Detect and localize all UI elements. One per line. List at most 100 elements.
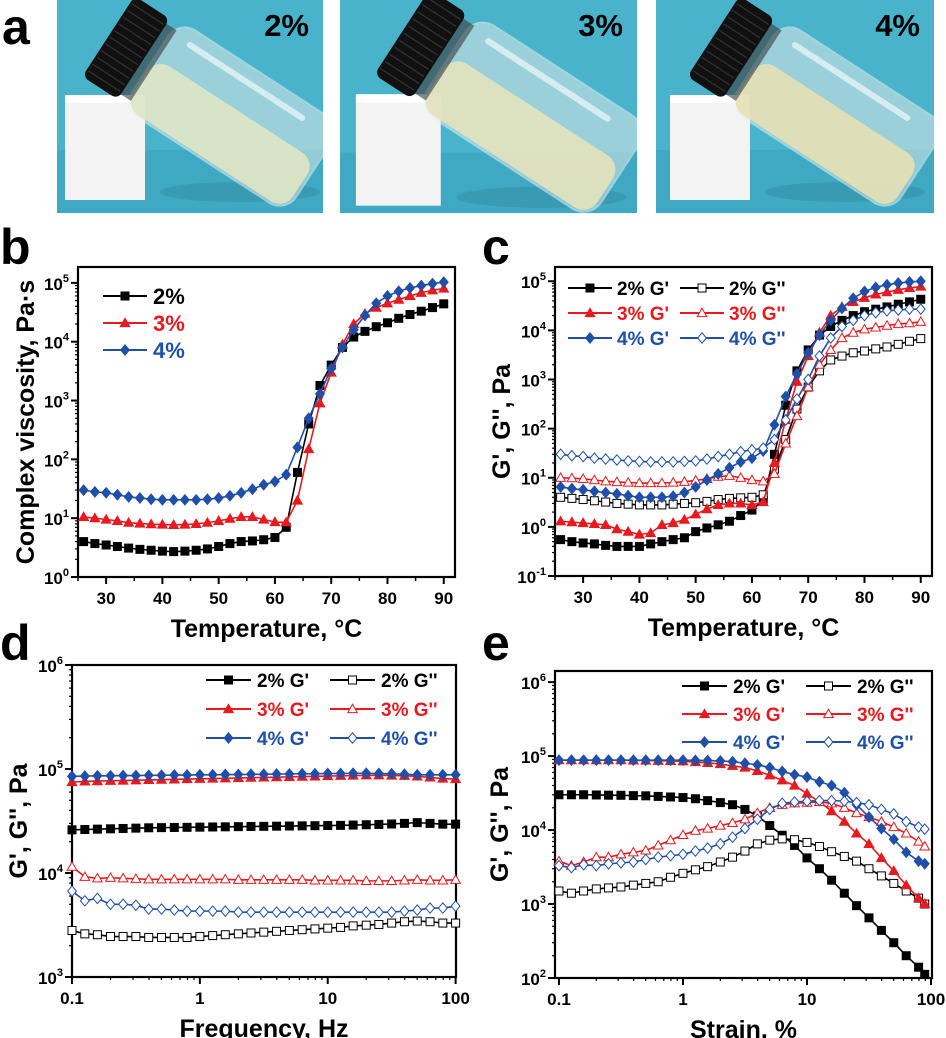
vial-photo-illustration — [340, 0, 637, 213]
data-point — [876, 871, 886, 881]
data-point — [66, 770, 78, 783]
data-point — [437, 902, 448, 915]
data-point — [920, 969, 930, 979]
data-point — [89, 512, 101, 523]
data-point — [871, 344, 881, 354]
data-point — [271, 768, 282, 780]
data-point — [167, 519, 180, 529]
data-point — [381, 297, 394, 308]
data-point — [701, 474, 712, 486]
data-point — [604, 790, 614, 800]
series-line — [83, 281, 444, 501]
data-point — [566, 516, 578, 527]
data-point — [387, 918, 397, 928]
x-axis-label: Temperature, °C — [648, 614, 840, 642]
legend-entry: 4% G'' — [680, 329, 786, 350]
data-point — [450, 768, 461, 781]
data-point — [374, 919, 384, 929]
data-point — [393, 293, 405, 304]
data-point — [599, 519, 612, 529]
data-point — [848, 292, 859, 305]
data-point — [348, 323, 359, 336]
data-point — [791, 367, 803, 380]
data-point — [882, 342, 892, 352]
photo-3-percent: 3% — [340, 0, 637, 213]
data-point — [604, 883, 614, 893]
data-point — [220, 905, 231, 918]
data-point — [589, 485, 600, 498]
legend-entry: 2% G' — [206, 671, 309, 692]
data-point — [411, 874, 423, 884]
y-tick-label: 106 — [38, 655, 63, 676]
data-point — [438, 819, 448, 829]
data-point — [858, 323, 871, 334]
data-point — [412, 916, 422, 926]
data-point — [566, 449, 577, 462]
data-point — [851, 796, 862, 809]
data-point — [814, 775, 825, 788]
legend-entry: 4% G'' — [330, 729, 438, 750]
data-point — [79, 537, 89, 547]
data-point — [566, 754, 577, 767]
data-point — [373, 875, 385, 885]
data-point — [281, 468, 292, 481]
data-point — [656, 477, 668, 488]
photo-label: 3% — [578, 8, 623, 43]
data-point — [336, 922, 346, 932]
data-point — [361, 767, 372, 780]
data-point — [740, 846, 750, 856]
photo-label: 4% — [875, 8, 920, 43]
data-point — [715, 798, 725, 808]
data-point — [703, 796, 713, 806]
data-point — [424, 902, 436, 915]
x-tick-label: 60 — [265, 589, 284, 608]
data-point — [863, 838, 875, 848]
y-tick-label: 105 — [521, 746, 546, 767]
legend-marker — [224, 675, 233, 685]
data-point — [247, 536, 257, 546]
data-point — [668, 535, 678, 545]
data-point — [690, 508, 702, 519]
legend-label: 2% — [153, 284, 185, 309]
data-point — [310, 924, 320, 934]
data-point — [425, 917, 435, 927]
legend-label: 4% G' — [257, 729, 309, 750]
data-point — [130, 899, 141, 912]
data-point — [577, 517, 589, 528]
data-point — [181, 873, 193, 884]
data-point — [814, 841, 824, 851]
data-point — [269, 516, 281, 527]
data-point — [837, 351, 847, 361]
data-point — [839, 888, 849, 898]
data-point — [258, 478, 269, 491]
data-point — [768, 457, 781, 468]
data-point — [213, 515, 225, 525]
data-point — [246, 928, 256, 938]
data-point — [111, 515, 124, 525]
data-point — [169, 932, 179, 942]
data-point — [769, 418, 780, 431]
data-point — [612, 498, 622, 508]
data-point — [247, 483, 258, 496]
data-point — [591, 884, 601, 894]
legend-marker — [585, 283, 595, 293]
x-tick-label: 70 — [322, 589, 341, 608]
data-point — [677, 754, 689, 767]
data-point — [101, 486, 112, 499]
data-point — [556, 492, 566, 502]
data-point — [297, 906, 308, 919]
data-point — [202, 493, 213, 506]
data-point — [556, 535, 566, 545]
legend-marker — [222, 703, 235, 714]
y-tick-label: 103 — [521, 369, 546, 390]
data-point — [881, 304, 893, 317]
y-tick-label: 102 — [521, 419, 546, 440]
data-point — [92, 824, 102, 834]
data-point — [554, 515, 567, 526]
data-point — [601, 540, 611, 550]
data-point — [399, 818, 409, 828]
data-point — [168, 873, 180, 884]
data-point — [314, 397, 326, 408]
data-point — [335, 906, 346, 919]
data-point — [233, 822, 243, 832]
